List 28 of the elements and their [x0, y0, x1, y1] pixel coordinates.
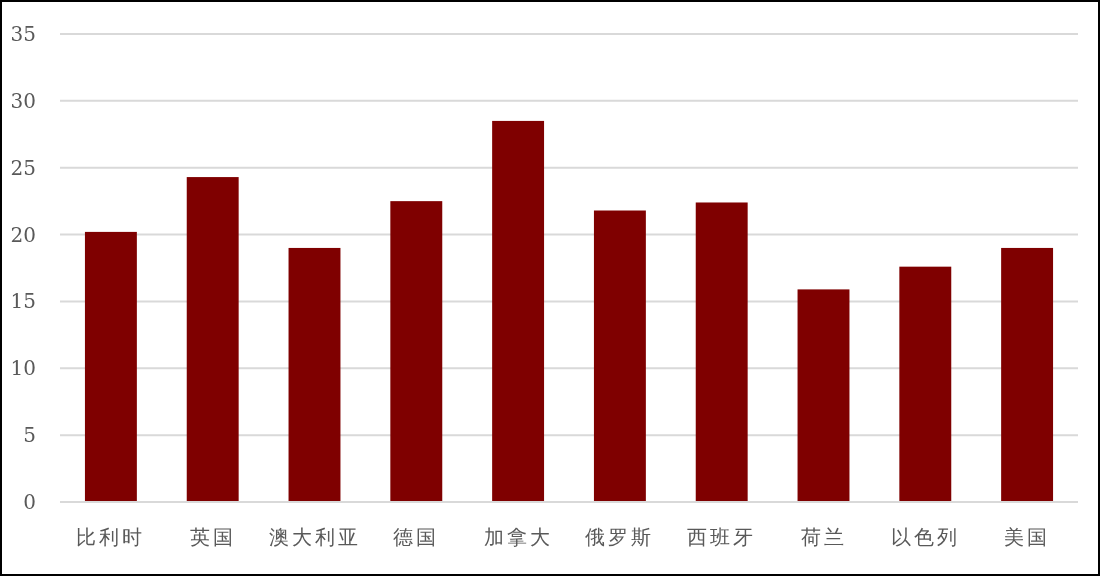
y-tick-label: 30 — [10, 88, 36, 113]
bar — [84, 231, 137, 502]
bar — [899, 266, 952, 502]
y-tick-label: 0 — [23, 490, 36, 514]
bar — [797, 289, 850, 502]
x-tick-label: 德国 — [393, 525, 440, 549]
x-tick-label: 俄罗斯 — [585, 525, 655, 549]
bar — [593, 210, 646, 502]
bar — [390, 201, 443, 502]
bar — [186, 177, 239, 502]
x-tick-label: 荷兰 — [800, 525, 847, 549]
x-tick-label: 澳大利亚 — [268, 525, 361, 549]
x-tick-label: 加拿大 — [483, 525, 553, 549]
bar — [492, 120, 545, 502]
x-tick-label: 比利时 — [76, 525, 146, 549]
y-tick-label: 15 — [10, 289, 36, 314]
y-tick-label: 5 — [23, 423, 36, 448]
y-tick-label: 10 — [10, 356, 36, 381]
bar — [695, 202, 748, 502]
bar — [1001, 247, 1054, 502]
y-tick-label: 25 — [10, 155, 36, 180]
x-tick-label: 以色列 — [890, 525, 960, 549]
x-tick-label: 西班牙 — [687, 525, 757, 549]
y-tick-label: 35 — [10, 22, 36, 46]
x-tick-label: 英国 — [189, 525, 236, 549]
bar — [288, 247, 341, 502]
y-tick-label: 20 — [10, 222, 36, 247]
x-tick-label: 美国 — [1004, 525, 1051, 549]
